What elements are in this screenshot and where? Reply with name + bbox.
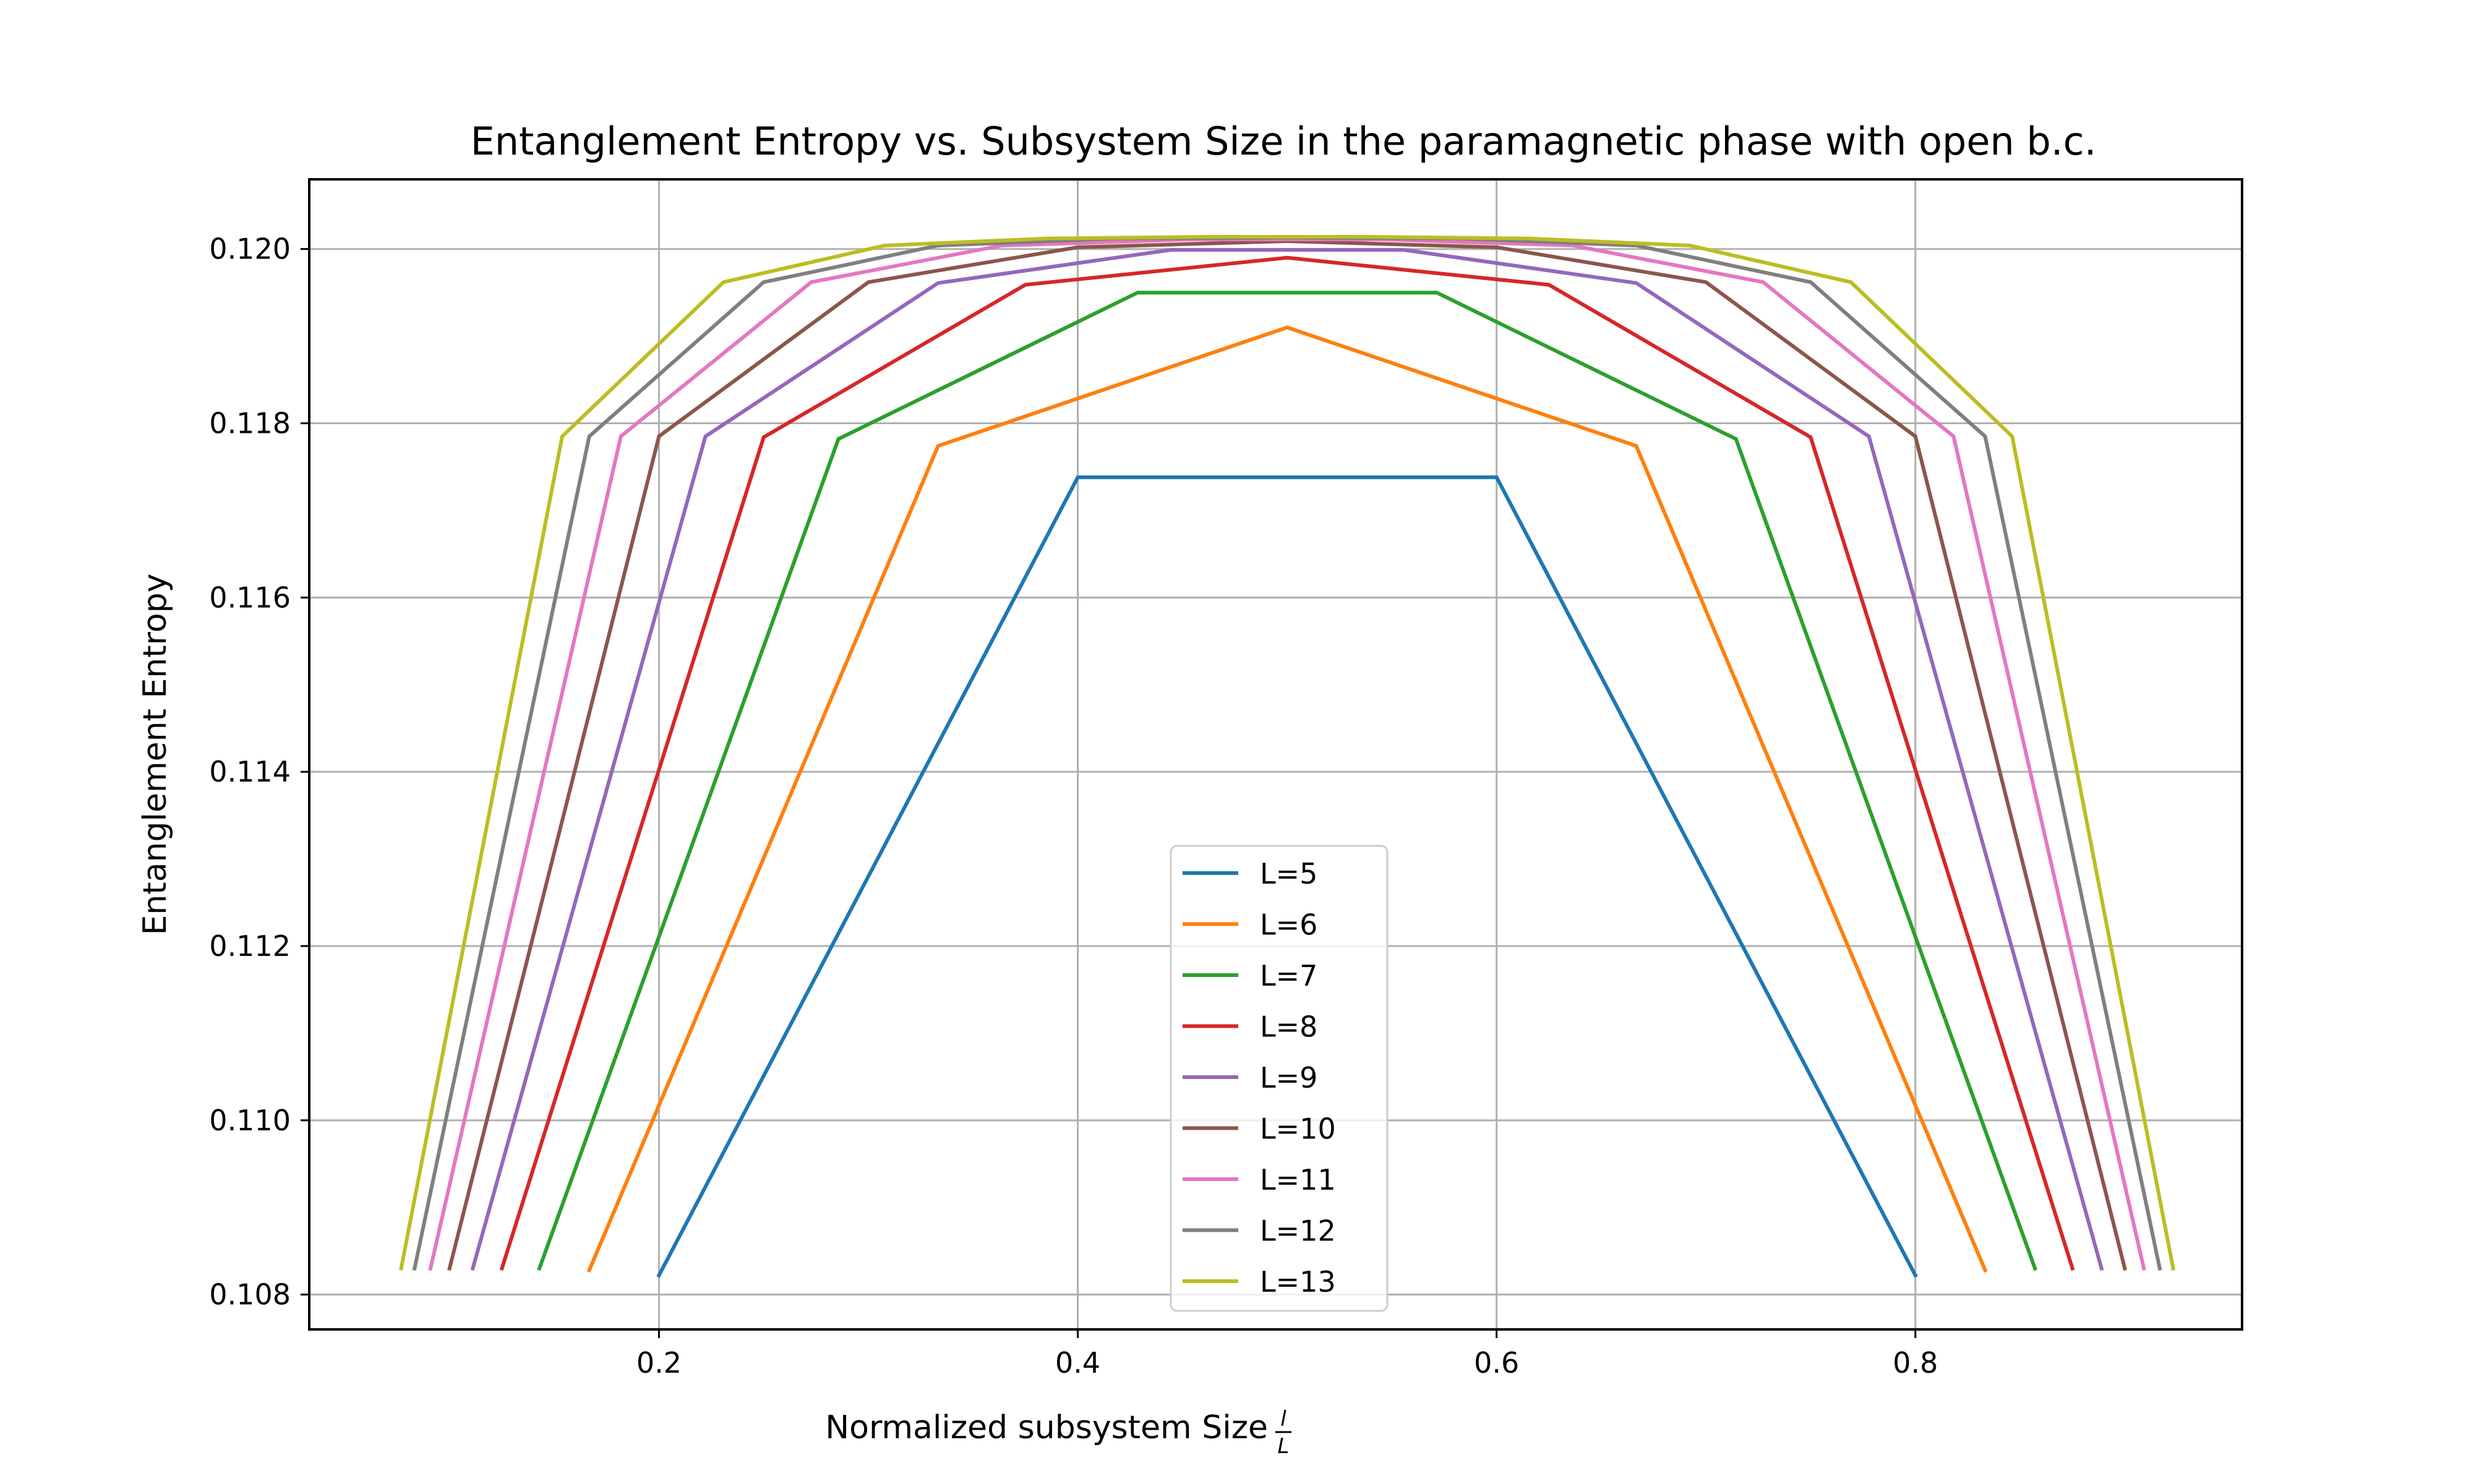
y-tick-label: 0.112: [209, 929, 291, 963]
legend-label-l-10: L=10: [1260, 1112, 1336, 1146]
y-tick-label: 0.108: [209, 1278, 291, 1311]
series-line-l-6: [586, 325, 1988, 1273]
x-tick-label: 0.8: [1893, 1346, 1938, 1380]
legend-label-l-5: L=5: [1260, 857, 1317, 890]
legend-label-l-12: L=12: [1260, 1214, 1336, 1248]
x-tick-label: 0.4: [1055, 1346, 1100, 1380]
series-line-l-8: [499, 255, 2075, 1271]
x-axis-label-text: Normalized subsystem Size: [825, 1409, 1268, 1446]
x-tick-label: 0.6: [1474, 1346, 1519, 1380]
legend-label-l-8: L=8: [1260, 1010, 1317, 1044]
legend: L=5 L=6 L=7 L=8 L=9 L=10 L=11 L=12 L=13: [1170, 845, 1389, 1312]
series-line-l-5: [656, 475, 1918, 1278]
series-lines: [399, 235, 2176, 1278]
legend-label-l-11: L=11: [1260, 1163, 1336, 1196]
legend-label-l-9: L=9: [1260, 1061, 1317, 1094]
y-tick-label: 0.116: [209, 581, 291, 614]
legend-entries: L=5 L=6 L=7 L=8 L=9 L=10 L=11 L=12 L=13: [1183, 857, 1336, 1298]
x-tick-label: 0.2: [636, 1346, 682, 1380]
series-line-l-7: [537, 291, 2038, 1271]
legend-label-l-7: L=7: [1260, 959, 1317, 992]
series-line-l-9: [470, 248, 2104, 1271]
x-axis-label-fraction-denominator: L: [1278, 1434, 1290, 1459]
chart-title: Entanglement Entropy vs. Subsystem Size …: [471, 119, 2097, 164]
series-line-l-13: [399, 235, 2176, 1271]
y-axis-label: Entanglement Entropy: [137, 573, 174, 935]
x-axis-label: Normalized subsystem Size l L: [825, 1407, 1291, 1459]
y-tick-label: 0.110: [209, 1104, 291, 1137]
y-axis-ticks: 0.108 0.110 0.112 0.114 0.116 0.118 0.120: [209, 232, 309, 1311]
y-tick-label: 0.114: [209, 755, 291, 788]
legend-label-l-13: L=13: [1260, 1265, 1336, 1298]
y-tick-label: 0.118: [209, 407, 291, 440]
legend-frame: [1170, 845, 1389, 1312]
plot-area-frame: [308, 178, 2243, 1331]
y-tick-label: 0.120: [209, 232, 291, 266]
x-axis-label-fraction-numerator: l: [1280, 1407, 1286, 1431]
legend-label-l-6: L=6: [1260, 908, 1317, 942]
x-axis-ticks: 0.2 0.4 0.6 0.8: [636, 1329, 1938, 1380]
